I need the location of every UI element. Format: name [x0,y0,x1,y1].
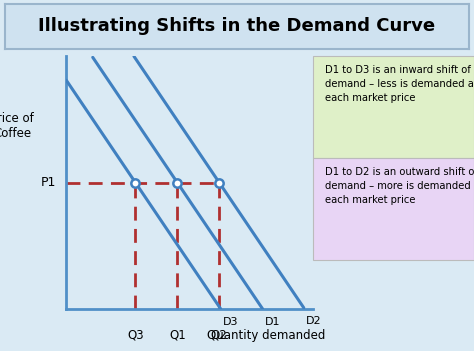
Text: D2: D2 [306,316,322,326]
Text: Illustrating Shifts in the Demand Curve: Illustrating Shifts in the Demand Curve [38,17,436,35]
Text: Q2: Q2 [211,329,228,342]
Text: Q3: Q3 [127,329,144,342]
Text: D1 to D2 is an outward shift of
demand – more is demanded at
each market price: D1 to D2 is an outward shift of demand –… [325,167,474,205]
Text: Price of
Coffee: Price of Coffee [0,112,34,140]
Text: D1 to D3 is an inward shift of
demand – less is demanded at
each market price: D1 to D3 is an inward shift of demand – … [325,65,474,103]
Text: D1: D1 [265,317,281,327]
Text: P1: P1 [41,176,56,189]
Text: Q1: Q1 [169,329,186,342]
Text: Quantity demanded: Quantity demanded [207,329,325,342]
Text: D3: D3 [223,317,238,327]
